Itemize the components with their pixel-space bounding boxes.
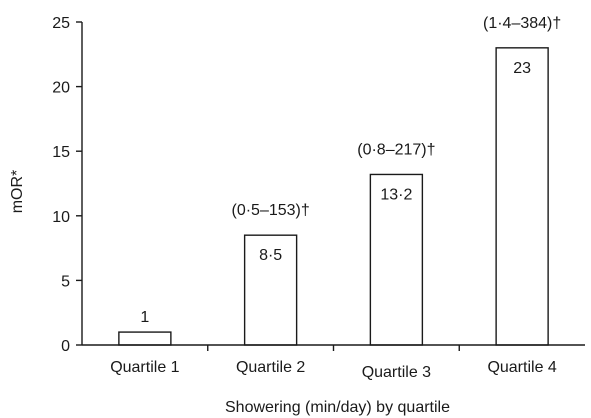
value-label-3: 13·2 bbox=[380, 186, 412, 203]
value-label-1: 1 bbox=[140, 309, 149, 326]
bars-group bbox=[118, 47, 549, 346]
bar-1 bbox=[118, 331, 172, 346]
y-axis-title: mOR* bbox=[9, 170, 26, 214]
x-category-label-1: Quartile 1 bbox=[110, 359, 179, 376]
y-tick-label-5: 25 bbox=[52, 15, 70, 32]
ci-label-4: (1·4–384)† bbox=[483, 15, 561, 32]
bar-3 bbox=[369, 173, 424, 346]
bar-4 bbox=[495, 47, 549, 346]
y-tick-label-4: 20 bbox=[52, 80, 70, 97]
value-label-2: 8·5 bbox=[259, 247, 282, 264]
x-axis-title: Showering (min/day) by quartile bbox=[225, 399, 450, 416]
bar-2 bbox=[243, 234, 298, 346]
y-tick-label-3: 15 bbox=[52, 144, 70, 161]
x-category-label-2: Quartile 2 bbox=[236, 359, 305, 376]
labels-group: 1 Quartile 1 8·5 (0·5–153)† Quartile 2 13·2 (0… bbox=[110, 15, 561, 381]
y-tick-label-1: 5 bbox=[61, 273, 70, 290]
y-tick-label-2: 10 bbox=[52, 209, 70, 226]
y-tick-label-0: 0 bbox=[61, 338, 70, 355]
x-category-label-4: Quartile 4 bbox=[487, 359, 556, 376]
value-label-4: 23 bbox=[513, 60, 531, 77]
y-axis-ticks: 0 5 10 15 20 25 bbox=[52, 15, 460, 355]
x-category-label-3: Quartile 3 bbox=[362, 364, 431, 381]
ci-label-3: (0·8–217)† bbox=[357, 141, 435, 158]
ci-label-2: (0·5–153)† bbox=[231, 202, 309, 219]
